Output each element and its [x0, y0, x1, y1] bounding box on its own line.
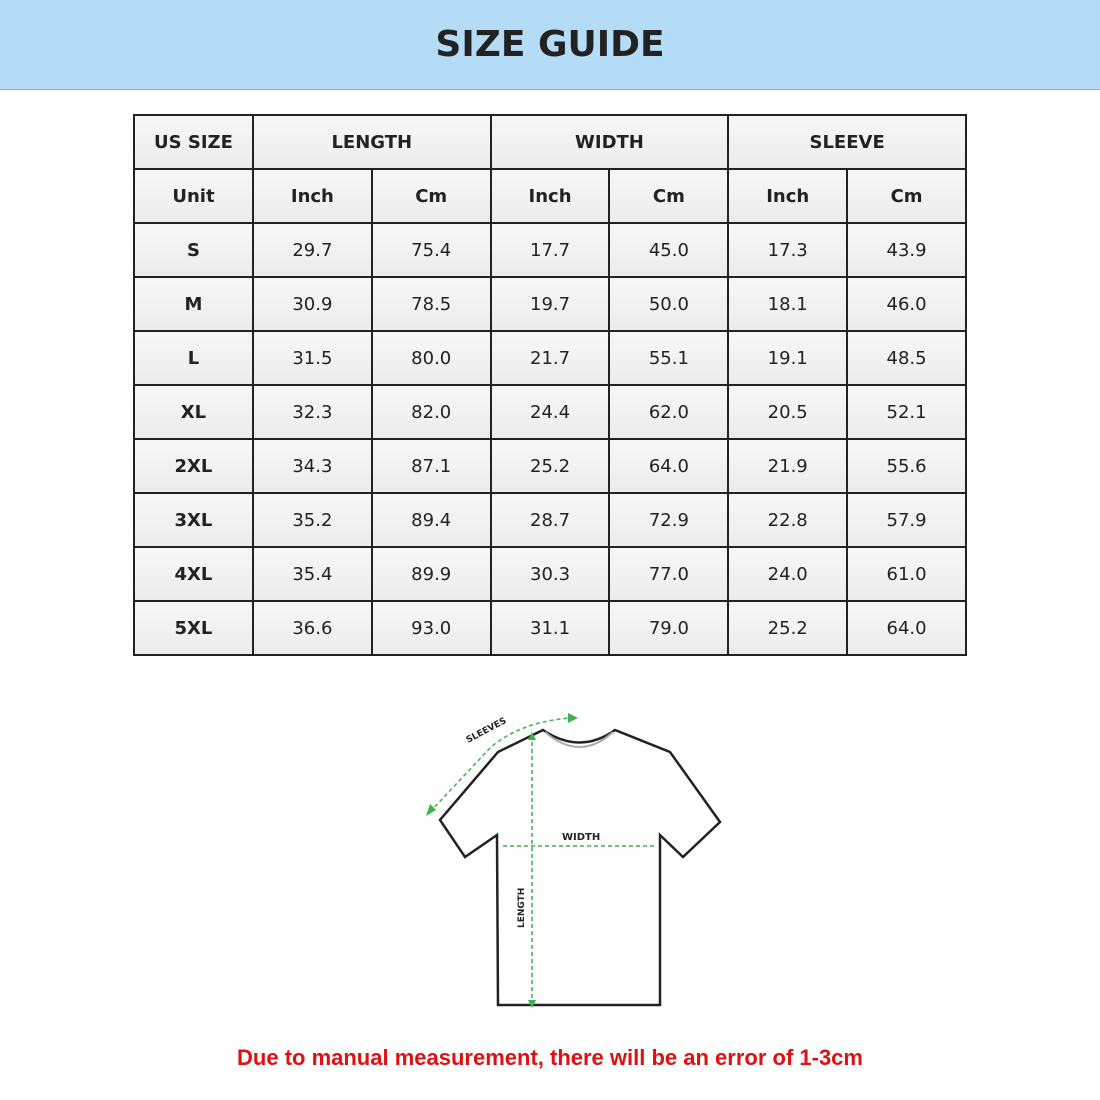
- table-row: XL 32.3 82.0 24.4 62.0 20.5 52.1: [133, 384, 967, 440]
- table-cell: Unit: [133, 168, 254, 224]
- tshirt-diagram: SLEEVES WIDTH LENGTH: [426, 713, 722, 1008]
- group-header-row: US SIZE LENGTH WIDTH SLEEVE: [133, 114, 967, 170]
- table-row: S 29.7 75.4 17.7 45.0 17.3 43.9: [133, 222, 967, 278]
- table-cell: 48.5: [846, 330, 967, 386]
- table-cell: 32.3: [251, 384, 373, 440]
- table-cell: 52.1: [846, 384, 967, 440]
- table-cell: M: [133, 276, 254, 332]
- table-cell: 45.0: [608, 222, 730, 278]
- table-cell: 29.7: [251, 222, 373, 278]
- table-cell: WIDTH: [489, 114, 730, 170]
- table-cell: 57.9: [846, 492, 967, 548]
- size-table: US SIZE LENGTH WIDTH SLEEVE Unit Inch Cm Inch Cm…: [133, 114, 967, 656]
- table-cell: 19.1: [727, 330, 849, 386]
- table-cell: Cm: [370, 168, 492, 224]
- table-cell: 24.0: [727, 546, 849, 602]
- table-cell: 34.3: [251, 438, 373, 494]
- table-cell: 30.3: [489, 546, 611, 602]
- page-title: SIZE GUIDE: [435, 24, 665, 65]
- table-cell: 80.0: [370, 330, 492, 386]
- table-cell: L: [133, 330, 254, 386]
- table-row: 3XL 35.2 89.4 28.7 72.9 22.8 57.9: [133, 492, 967, 548]
- table-cell: 64.0: [608, 438, 730, 494]
- table-cell: 25.2: [727, 600, 849, 656]
- measure-arrows: [429, 717, 657, 1005]
- table-cell: 78.5: [370, 276, 492, 332]
- table-cell: 30.9: [251, 276, 373, 332]
- table-cell: XL: [133, 384, 254, 440]
- table-cell: 64.0: [846, 600, 967, 656]
- table-cell: 50.0: [608, 276, 730, 332]
- table-cell: 31.5: [251, 330, 373, 386]
- table-cell: Inch: [727, 168, 849, 224]
- table-cell: Cm: [846, 168, 967, 224]
- table-cell: 3XL: [133, 492, 254, 548]
- sleeves-label: SLEEVES: [465, 716, 509, 746]
- table-cell: 28.7: [489, 492, 611, 548]
- table-cell: 31.1: [489, 600, 611, 656]
- table-cell: 35.4: [251, 546, 373, 602]
- table-cell: 55.6: [846, 438, 967, 494]
- table-cell: S: [133, 222, 254, 278]
- table-cell: 62.0: [608, 384, 730, 440]
- table-cell: 43.9: [846, 222, 967, 278]
- table-cell: 89.9: [370, 546, 492, 602]
- table-cell: Inch: [251, 168, 373, 224]
- table-row: 2XL 34.3 87.1 25.2 64.0 21.9 55.6: [133, 438, 967, 494]
- table-cell: 93.0: [370, 600, 492, 656]
- table-cell: 46.0: [846, 276, 967, 332]
- length-label: LENGTH: [517, 888, 527, 928]
- table-cell: 61.0: [846, 546, 967, 602]
- unit-row: Unit Inch Cm Inch Cm Inch Cm: [133, 168, 967, 224]
- table-cell: US SIZE: [133, 114, 254, 170]
- title-banner: SIZE GUIDE: [0, 0, 1100, 90]
- table-cell: 4XL: [133, 546, 254, 602]
- table-cell: 82.0: [370, 384, 492, 440]
- table-cell: 24.4: [489, 384, 611, 440]
- table-cell: 77.0: [608, 546, 730, 602]
- width-label: WIDTH: [562, 832, 600, 843]
- table-cell: 87.1: [370, 438, 492, 494]
- table-cell: 75.4: [370, 222, 492, 278]
- table-cell: 79.0: [608, 600, 730, 656]
- table-row: 4XL 35.4 89.9 30.3 77.0 24.0 61.0: [133, 546, 967, 602]
- measurement-note: Due to manual measurement, there will be…: [237, 1045, 863, 1070]
- table-cell: 19.7: [489, 276, 611, 332]
- table-cell: Inch: [489, 168, 611, 224]
- table-cell: 18.1: [727, 276, 849, 332]
- table-cell: Cm: [608, 168, 730, 224]
- table-cell: LENGTH: [251, 114, 492, 170]
- table-cell: 20.5: [727, 384, 849, 440]
- table-cell: 55.1: [608, 330, 730, 386]
- table-cell: 22.8: [727, 492, 849, 548]
- table-cell: SLEEVE: [727, 114, 967, 170]
- table-cell: 21.9: [727, 438, 849, 494]
- table-cell: 35.2: [251, 492, 373, 548]
- table-cell: 17.7: [489, 222, 611, 278]
- table-cell: 89.4: [370, 492, 492, 548]
- table-cell: 72.9: [608, 492, 730, 548]
- table-cell: 2XL: [133, 438, 254, 494]
- table-cell: 21.7: [489, 330, 611, 386]
- table-cell: 17.3: [727, 222, 849, 278]
- table-cell: 25.2: [489, 438, 611, 494]
- table-cell: 36.6: [251, 600, 373, 656]
- table-cell: 5XL: [133, 600, 254, 656]
- table-row: L 31.5 80.0 21.7 55.1 19.1 48.5: [133, 330, 967, 386]
- tshirt-outline: [438, 728, 722, 1007]
- table-row: 5XL 36.6 93.0 31.1 79.0 25.2 64.0: [133, 600, 967, 656]
- table-row: M 30.9 78.5 19.7 50.0 18.1 46.0: [133, 276, 967, 332]
